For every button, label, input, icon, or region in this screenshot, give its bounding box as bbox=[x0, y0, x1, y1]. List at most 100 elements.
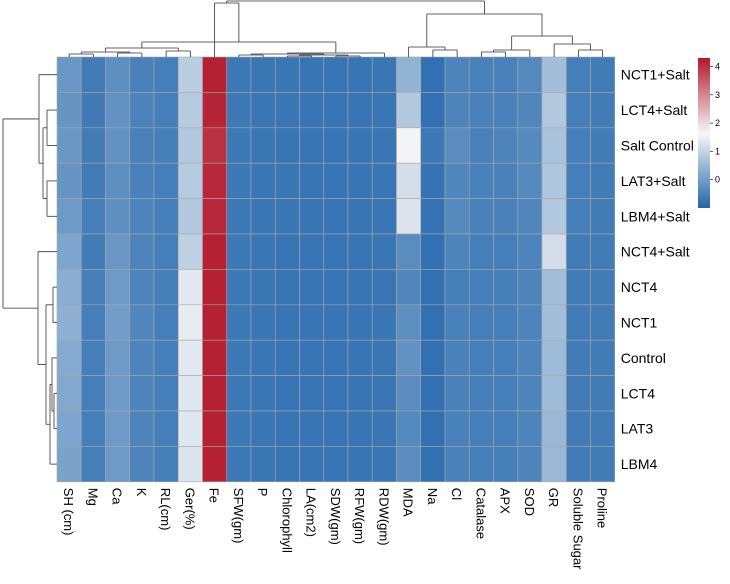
heatmap-cell bbox=[105, 92, 131, 129]
heatmap-cell bbox=[444, 56, 470, 93]
heatmap-cell bbox=[226, 198, 252, 235]
heatmap-cell bbox=[347, 304, 373, 341]
heatmap-cell bbox=[202, 92, 228, 129]
heatmap-cell bbox=[371, 304, 397, 341]
column-label: LA(cm2) bbox=[304, 488, 319, 537]
row-label: NCT4 bbox=[621, 279, 658, 295]
heatmap-cell bbox=[493, 127, 519, 164]
heatmap-cell bbox=[371, 162, 397, 199]
heatmap-cell bbox=[274, 339, 300, 376]
heatmap-cell bbox=[396, 375, 422, 412]
color-scale-bar bbox=[698, 58, 710, 208]
column-label: SFW(gm) bbox=[231, 488, 246, 544]
heatmap-cell bbox=[420, 304, 446, 341]
heatmap-cell bbox=[541, 269, 567, 306]
heatmap-cell bbox=[347, 162, 373, 199]
heatmap-cell bbox=[517, 162, 543, 199]
heatmap-cell bbox=[299, 56, 325, 93]
heatmap-cell bbox=[153, 198, 179, 235]
heatmap-cell bbox=[80, 339, 106, 376]
heatmap-cell bbox=[202, 56, 228, 93]
heatmap-cell bbox=[493, 269, 519, 306]
heatmap-cell bbox=[590, 446, 616, 483]
column-label: Ca bbox=[110, 488, 125, 505]
heatmap-cell bbox=[56, 304, 82, 341]
heatmap-cell bbox=[347, 339, 373, 376]
heatmap-cell bbox=[590, 339, 616, 376]
heatmap-cell bbox=[371, 92, 397, 129]
heatmap-cell bbox=[347, 410, 373, 447]
heatmap-cell bbox=[226, 269, 252, 306]
heatmap-cell bbox=[274, 375, 300, 412]
heatmap-cell bbox=[347, 269, 373, 306]
row-labels: NCT1+Salt LCT4+Salt Salt Control LAT3+Salt L… bbox=[621, 67, 694, 472]
heatmap-cell bbox=[129, 162, 155, 199]
heatmap-cell bbox=[590, 304, 616, 341]
heatmap-cell bbox=[565, 410, 591, 447]
heatmap-cell bbox=[444, 446, 470, 483]
heatmap-cell bbox=[493, 339, 519, 376]
heatmap-cell bbox=[396, 269, 422, 306]
heatmap-cell bbox=[202, 410, 228, 447]
heatmap-cell bbox=[565, 269, 591, 306]
heatmap-cell bbox=[177, 375, 203, 412]
heatmap-cell bbox=[347, 56, 373, 93]
heatmap-cell bbox=[129, 375, 155, 412]
heatmap-cell bbox=[299, 304, 325, 341]
heatmap-cell bbox=[565, 92, 591, 129]
heatmap-cell bbox=[323, 375, 349, 412]
heatmap-cell bbox=[105, 56, 131, 93]
column-label: SOD bbox=[522, 488, 537, 516]
heatmap-cell bbox=[250, 446, 276, 483]
row-label: Control bbox=[621, 350, 666, 366]
heatmap-cell bbox=[565, 339, 591, 376]
heatmap-cell bbox=[371, 446, 397, 483]
column-label: GR bbox=[546, 488, 561, 508]
color-scale-ticks: 0 1 2 3 4 bbox=[710, 61, 720, 185]
heatmap-cell bbox=[493, 92, 519, 129]
heatmap-cell bbox=[105, 162, 131, 199]
heatmap-cell bbox=[444, 375, 470, 412]
heatmap-cell bbox=[274, 269, 300, 306]
heatmap-cell bbox=[347, 127, 373, 164]
heatmap-cell bbox=[274, 127, 300, 164]
heatmap-cell bbox=[153, 304, 179, 341]
heatmap-cell bbox=[468, 92, 494, 129]
row-label: LAT3+Salt bbox=[621, 173, 686, 189]
column-label: MDA bbox=[401, 488, 416, 517]
legend-tick-label: 2 bbox=[715, 118, 720, 128]
heatmap-cell bbox=[565, 446, 591, 483]
heatmap-cell bbox=[517, 410, 543, 447]
heatmap-cell bbox=[541, 162, 567, 199]
heatmap-cell bbox=[250, 92, 276, 129]
row-label: Salt Control bbox=[621, 138, 694, 154]
heatmap-cell bbox=[420, 56, 446, 93]
heatmap-cell bbox=[590, 233, 616, 270]
heatmap-cell bbox=[226, 339, 252, 376]
heatmap-cell bbox=[250, 304, 276, 341]
heatmap-cell bbox=[274, 198, 300, 235]
heatmap-cell bbox=[565, 375, 591, 412]
heatmap-cell bbox=[129, 446, 155, 483]
heatmap-cell bbox=[226, 233, 252, 270]
column-label: K bbox=[134, 488, 149, 497]
heatmap-cell bbox=[80, 162, 106, 199]
row-label: NCT4+Salt bbox=[621, 244, 690, 260]
heatmap-cell bbox=[274, 446, 300, 483]
row-label: LCT4 bbox=[621, 385, 655, 401]
heatmap-cell bbox=[444, 162, 470, 199]
row-label: NCT1+Salt bbox=[621, 67, 690, 83]
heatmap-cell bbox=[80, 233, 106, 270]
legend-tick-label: 4 bbox=[715, 61, 720, 71]
heatmap-cell bbox=[590, 92, 616, 129]
heatmap-cell bbox=[80, 304, 106, 341]
heatmap-cell bbox=[129, 269, 155, 306]
heatmap-cell bbox=[80, 92, 106, 129]
heatmap-cell bbox=[226, 127, 252, 164]
column-label: Ger(%) bbox=[182, 488, 197, 530]
heatmap-cell bbox=[493, 410, 519, 447]
heatmap-cell bbox=[250, 233, 276, 270]
heatmap-cell bbox=[565, 233, 591, 270]
heatmap-cell bbox=[493, 446, 519, 483]
heatmap-cell bbox=[444, 269, 470, 306]
